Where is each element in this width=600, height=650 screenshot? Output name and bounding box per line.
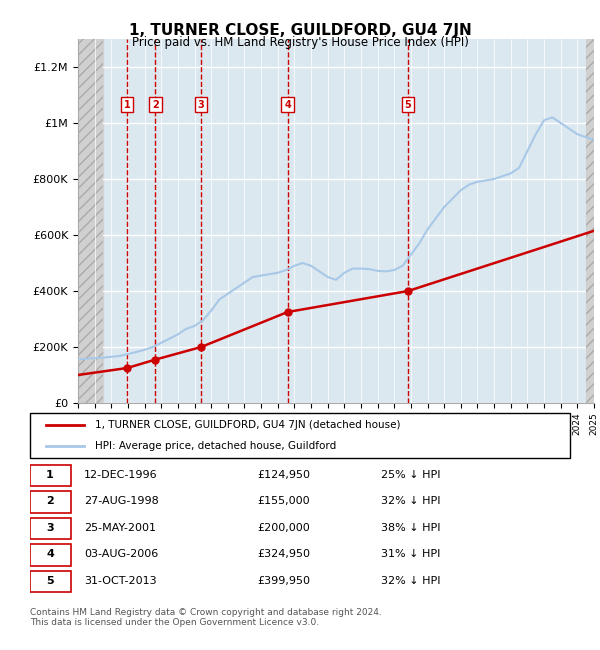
Text: 31-OCT-2013: 31-OCT-2013 — [84, 575, 157, 586]
Text: 1, TURNER CLOSE, GUILDFORD, GU4 7JN: 1, TURNER CLOSE, GUILDFORD, GU4 7JN — [128, 23, 472, 38]
Text: £124,950: £124,950 — [257, 470, 310, 480]
Bar — [78, 39, 103, 403]
Text: 5: 5 — [404, 99, 412, 109]
Text: 3: 3 — [46, 523, 54, 532]
FancyBboxPatch shape — [30, 571, 71, 592]
Bar — [586, 39, 594, 403]
Text: 4: 4 — [284, 99, 291, 109]
Text: 2: 2 — [46, 496, 54, 506]
Text: 4: 4 — [46, 549, 54, 559]
Text: 5: 5 — [46, 575, 54, 586]
Text: Contains HM Land Registry data © Crown copyright and database right 2024.
This d: Contains HM Land Registry data © Crown c… — [30, 608, 382, 627]
FancyBboxPatch shape — [30, 413, 570, 458]
Text: 38% ↓ HPI: 38% ↓ HPI — [381, 523, 440, 532]
Text: 3: 3 — [198, 99, 205, 109]
Text: £399,950: £399,950 — [257, 575, 310, 586]
Text: HPI: Average price, detached house, Guildford: HPI: Average price, detached house, Guil… — [95, 441, 336, 450]
FancyBboxPatch shape — [30, 544, 71, 566]
Text: 1: 1 — [124, 99, 130, 109]
Text: 1, TURNER CLOSE, GUILDFORD, GU4 7JN (detached house): 1, TURNER CLOSE, GUILDFORD, GU4 7JN (det… — [95, 421, 400, 430]
Text: 1: 1 — [46, 470, 54, 480]
Text: 25% ↓ HPI: 25% ↓ HPI — [381, 470, 440, 480]
Text: 31% ↓ HPI: 31% ↓ HPI — [381, 549, 440, 559]
Text: Price paid vs. HM Land Registry's House Price Index (HPI): Price paid vs. HM Land Registry's House … — [131, 36, 469, 49]
Text: £155,000: £155,000 — [257, 496, 310, 506]
FancyBboxPatch shape — [30, 517, 71, 539]
Text: 32% ↓ HPI: 32% ↓ HPI — [381, 496, 440, 506]
Text: £324,950: £324,950 — [257, 549, 310, 559]
Bar — [586, 39, 594, 403]
Bar — [78, 39, 103, 403]
Text: 27-AUG-1998: 27-AUG-1998 — [84, 496, 159, 506]
Text: £200,000: £200,000 — [257, 523, 310, 532]
FancyBboxPatch shape — [30, 491, 71, 513]
Text: 2: 2 — [152, 99, 159, 109]
Text: 03-AUG-2006: 03-AUG-2006 — [84, 549, 158, 559]
Text: 12-DEC-1996: 12-DEC-1996 — [84, 470, 158, 480]
FancyBboxPatch shape — [30, 465, 71, 486]
Text: 32% ↓ HPI: 32% ↓ HPI — [381, 575, 440, 586]
Text: 25-MAY-2001: 25-MAY-2001 — [84, 523, 156, 532]
